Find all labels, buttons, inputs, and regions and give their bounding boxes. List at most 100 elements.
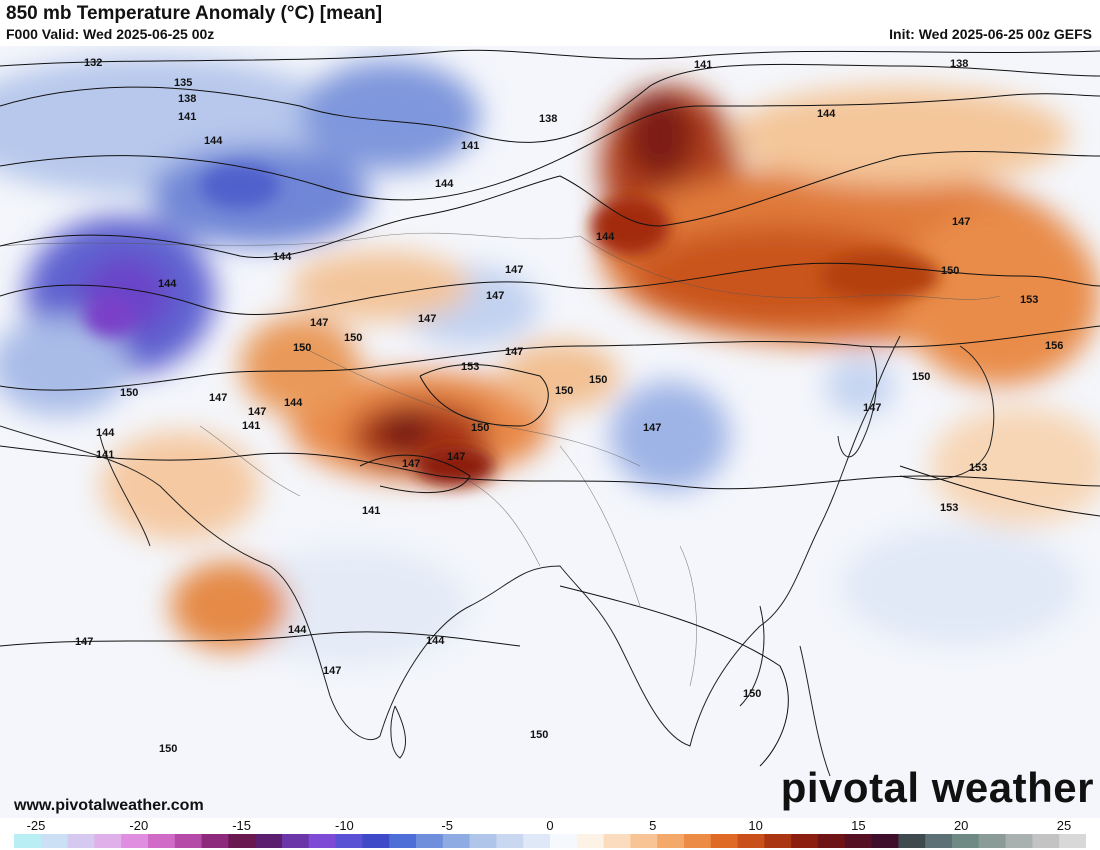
contour-label: 150 [912,371,930,383]
init-time: Init: Wed 2025-06-25 00z GEFS [889,26,1092,42]
colorbar-swatch [898,834,926,848]
colorbar-swatch [416,834,444,848]
colorbar-swatch [228,834,256,848]
contour-label: 147 [643,422,661,434]
colorbar-swatches [14,834,1086,848]
colorbar-swatch [40,834,69,848]
colorbar-swatch [389,834,417,848]
contour-label: 147 [310,317,328,329]
contour-label: 141 [178,111,196,123]
colorbar-swatch [14,834,42,848]
contour-label: 150 [589,374,607,386]
valid-time: F000 Valid: Wed 2025-06-25 00z [6,26,215,42]
contour-label: 144 [435,178,454,190]
height-contours [0,49,1100,767]
contour-label: 138 [539,113,557,125]
colorbar-swatch [978,834,1007,848]
colorbar-swatch [442,834,471,848]
contour-label: 132 [84,57,102,69]
colorbar-swatch [952,834,980,848]
contour-label: 141 [362,505,380,517]
contour-label: 147 [209,392,227,404]
contour-label: 141 [242,420,260,432]
colorbar-swatch [630,834,658,848]
contour-label: 141 [694,59,712,71]
colorbar-swatch [791,834,819,848]
colorbar-tick-label: 0 [546,818,554,833]
colorbar-swatch [335,834,363,848]
colorbar-swatch [1059,834,1086,848]
colorbar-tick-label: -15 [232,818,251,833]
colorbar [14,834,1086,848]
contour-label: 150 [555,385,573,397]
contour-label: 150 [293,342,311,354]
colorbar-tick-label: -20 [129,818,149,833]
colorbar-swatch [844,834,873,848]
colorbar-swatch [925,834,953,848]
colorbar-tick-label: -10 [334,818,354,833]
contour-label: 135 [174,77,192,89]
colorbar-swatch [1032,834,1060,848]
colorbar-swatch [121,834,149,848]
contour-label: 147 [248,406,266,418]
contour-label: 156 [1045,340,1063,352]
contour-label: 150 [344,332,362,344]
colorbar-tick-label: 10 [748,818,763,833]
contour-label: 153 [969,462,987,474]
contour-label: 150 [941,265,959,277]
contour-label: 153 [940,502,958,514]
contour-label: 144 [284,397,303,409]
contour-label: 147 [505,346,523,358]
contour-label: 147 [323,665,341,677]
colorbar-swatch [174,834,203,848]
colorbar-swatch [871,834,899,848]
colorbar-swatch [550,834,578,848]
contour-label: 141 [96,449,114,461]
contour-label: 150 [471,422,489,434]
colorbar-tick-label: 25 [1056,818,1072,833]
colorbar-swatch [657,834,685,848]
colorbar-tick-label: 5 [649,818,657,833]
header: 850 mb Temperature Anomaly (°C) [mean] F… [0,0,1100,46]
colorbar-swatch [737,834,765,848]
colorbar-tick-label: -25 [26,818,46,833]
colorbar-swatch [684,834,712,848]
borders [0,232,1001,687]
colorbar-swatch [308,834,337,848]
colorbar-swatch [67,834,95,848]
contour-label: 144 [204,135,223,147]
anomaly-map[interactable]: 132 135 138 141 144 138 141 144 141 138 … [0,46,1100,818]
colorbar-swatch [201,834,229,848]
colorbar-swatch [148,834,176,848]
colorbar-tick-label: 20 [953,818,969,833]
contour-label: 147 [402,458,420,470]
contour-label: 153 [1020,294,1038,306]
map-panel[interactable]: 132 135 138 141 144 138 141 144 141 138 … [0,46,1100,818]
colorbar-swatch [818,834,846,848]
anomaly-detail [85,164,940,486]
contour-label: 147 [447,451,465,463]
colorbar-swatch [362,834,390,848]
colorbar-tick-label: -5 [441,818,453,833]
colorbar-swatch [94,834,122,848]
contour-label: 144 [288,624,307,636]
colorbar-swatch [1005,834,1033,848]
contour-label: 144 [817,108,836,120]
contour-label: 147 [505,264,523,276]
contour-label-group: 132 135 138 141 144 138 141 144 141 138 … [75,57,1063,755]
colorbar-ticks: -25 -20 -15 -10 -5 0 5 10 15 20 25 [0,818,1100,834]
contour-label: 147 [863,402,881,414]
contour-label: 147 [952,216,970,228]
contour-label: 153 [461,361,479,373]
colorbar-swatch [496,834,524,848]
contour-label: 147 [486,290,504,302]
anomaly-field [0,56,1100,666]
colorbar-swatch [282,834,310,848]
contour-label: 147 [75,636,93,648]
contour-label: 144 [273,251,292,263]
contour-label: 144 [96,427,115,439]
colorbar-swatch [255,834,283,848]
contour-label: 147 [418,313,436,325]
colorbar-swatch [523,834,551,848]
map-title: 850 mb Temperature Anomaly (°C) [mean] [6,3,383,24]
